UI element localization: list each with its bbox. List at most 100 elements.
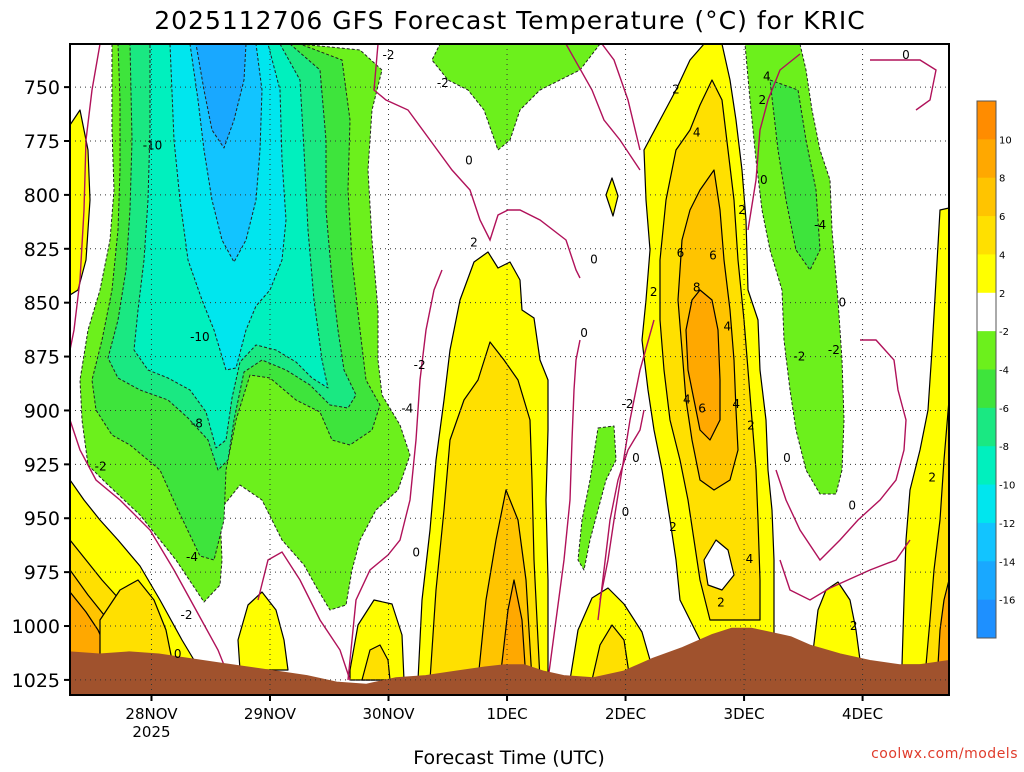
contour-label: 6 — [677, 246, 685, 260]
contour-label: 0 — [412, 546, 420, 560]
y-tick-label: 875 — [24, 347, 60, 369]
contour-label: -2 — [828, 343, 840, 357]
colorbar-tick-label: -10 — [999, 481, 1015, 492]
colorbar-swatch — [977, 216, 996, 255]
isotherm-0-2dec-mid — [597, 409, 645, 621]
contour-label: -10 — [190, 330, 210, 344]
y-tick-label: 850 — [24, 293, 60, 315]
contour-label: 0 — [838, 296, 846, 310]
contour-label: 2 — [717, 595, 725, 609]
x-tick-label: 29NOV — [244, 705, 297, 723]
y-tick-label: 1000 — [12, 616, 60, 638]
colorbar-swatch — [977, 446, 996, 486]
isotherm-0-right-top — [870, 59, 937, 111]
colorbar-swatch — [977, 177, 996, 217]
contour-label: 4 — [746, 552, 754, 566]
contour-label: 2 — [672, 82, 680, 96]
colorbar-swatch — [977, 522, 996, 562]
colorbar-tick-label: -14 — [999, 557, 1015, 568]
colorbar-tick-label: -12 — [999, 519, 1015, 530]
colorbar-swatch — [977, 599, 996, 639]
zero-degree-isotherms — [70, 44, 937, 681]
contour-label: 0 — [622, 505, 630, 519]
contour-label: 0 — [174, 647, 182, 661]
x-tick-label: 2DEC — [605, 705, 646, 723]
colorbar-tick-label: -6 — [999, 404, 1009, 415]
fill-warm-right-col-4 — [925, 399, 949, 666]
x-tick-label: 30NOV — [362, 705, 415, 723]
x-tick-label: 28NOV — [125, 705, 178, 723]
contour-label: 4 — [763, 69, 771, 83]
plot-frame — [69, 43, 950, 696]
surface-ground — [70, 627, 949, 695]
x-tick-label: 3DEC — [724, 705, 765, 723]
contour-label: 4 — [693, 125, 701, 139]
colorbar-tick-label: 8 — [999, 174, 1005, 185]
fill-cold-upper-right-inner — [769, 79, 821, 271]
temperature-fills — [70, 44, 949, 681]
contour-label: 6 — [698, 401, 706, 415]
colorbar-tick-label: 4 — [999, 250, 1005, 261]
contour-label: 2 — [650, 285, 658, 299]
colorbar-swatch — [977, 254, 996, 294]
colorbar-tick-label: -8 — [999, 442, 1009, 453]
contour-label: 8 — [693, 281, 701, 295]
x-tick-label: 1DEC — [487, 705, 528, 723]
fill-cold-minus14 — [195, 44, 247, 149]
y-tick-label: 925 — [24, 454, 60, 476]
y-tick-label: 825 — [24, 239, 60, 261]
contour-label: 2 — [470, 235, 478, 249]
contour-label: -2 — [793, 350, 805, 364]
contour-label: 0 — [590, 253, 598, 267]
isotherm-0-30nov-b — [373, 44, 581, 279]
colorbar-tick-label: 2 — [999, 289, 1005, 300]
fill-cold-small-dec2 — [577, 425, 617, 571]
contour-label: 4 — [732, 397, 740, 411]
fill-warm-right-low — [811, 581, 861, 661]
y-tick-label: 775 — [24, 131, 60, 153]
y-axis: 750 775 800 825 850 875 900 925 950 975 1000 1025 — [12, 77, 70, 692]
contour-label: -2 — [95, 460, 107, 474]
isotherm-0-left-low — [70, 419, 227, 671]
contour-label: -2 — [622, 397, 634, 411]
contour-label: -8 — [191, 416, 203, 430]
isotherm-0-right-b — [775, 339, 907, 562]
y-tick-label: 975 — [24, 562, 60, 584]
colorbar-tick-label: -2 — [999, 327, 1009, 338]
contour-label: 2 — [747, 419, 755, 433]
contour-label: -10 — [143, 138, 163, 152]
y-tick-label: 750 — [24, 77, 60, 99]
contour-label: 0 — [848, 498, 856, 512]
isotherm-0-right-c — [779, 539, 911, 601]
y-tick-label: 1025 — [12, 670, 60, 692]
colorbar-swatch — [977, 139, 996, 179]
isotherm-0-dec2-left — [599, 319, 655, 601]
y-tick-label: 800 — [24, 185, 60, 207]
contour-label: -4 — [814, 218, 826, 232]
credit-text: coolwx.com/models — [871, 746, 1018, 762]
contour-label: 0 — [783, 451, 791, 465]
isotherm-0-2dec — [565, 44, 641, 171]
colorbar-tick-label: 6 — [999, 212, 1005, 223]
contour-label: 0 — [632, 451, 640, 465]
y-tick-label: 900 — [24, 400, 60, 422]
colorbar: -16 -14 -12 -10 -8 -6 -4 -2 2 4 6 8 10 — [976, 100, 1015, 639]
x-tick-label: 4DEC — [842, 705, 883, 723]
contour-label: -2 — [437, 76, 449, 90]
isotherm-0-1dec-right — [547, 339, 581, 681]
isotherm-0-left — [70, 44, 101, 351]
colorbar-tick-label: -16 — [999, 596, 1015, 607]
colorbar-tick-label: 10 — [999, 135, 1012, 146]
colorbar-swatch — [977, 369, 996, 409]
isotherm-0-2dec-b — [601, 44, 641, 151]
isotherm-0-30nov-c — [347, 269, 443, 681]
isotherm-0-right — [747, 53, 801, 231]
contour-label: 0 — [902, 48, 910, 62]
contour-label: -2 — [414, 358, 426, 372]
grid-lines — [70, 44, 949, 695]
contour-label: 4 — [683, 393, 691, 407]
